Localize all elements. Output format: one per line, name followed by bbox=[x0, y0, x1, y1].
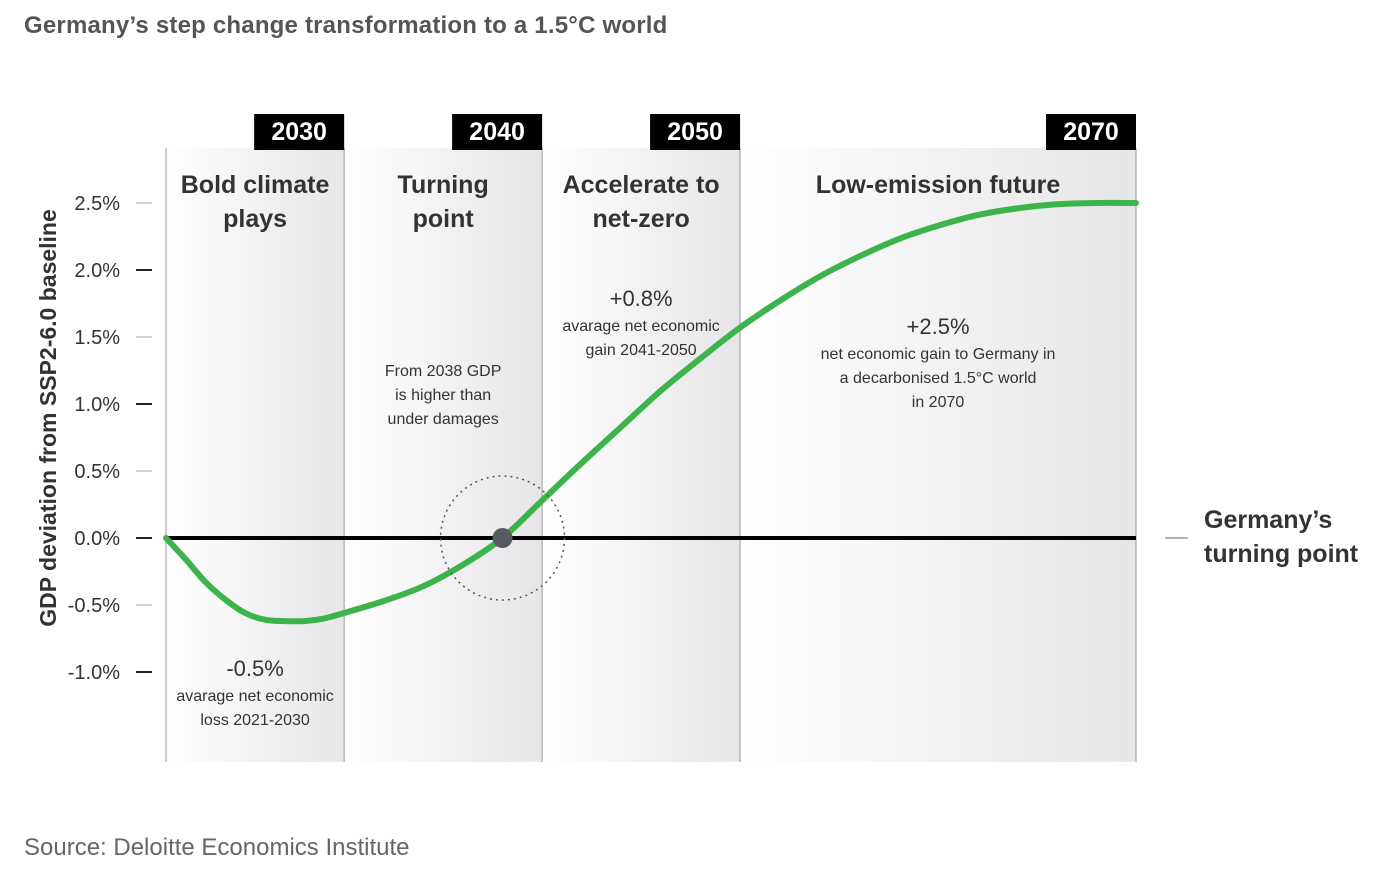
year-tag-label: 2070 bbox=[1063, 118, 1119, 146]
annotation-value: -0.5% bbox=[226, 656, 283, 681]
year-tag-box bbox=[1046, 114, 1136, 150]
section-panel bbox=[740, 148, 1136, 762]
y-tick-label: 1.0% bbox=[74, 394, 120, 416]
annotation-text: avarage net economic bbox=[562, 318, 719, 335]
y-tick-label: -1.0% bbox=[68, 662, 120, 684]
turning-point-label: Germany’s bbox=[1204, 506, 1332, 534]
y-tick-label: -0.5% bbox=[68, 595, 120, 617]
annotation-text: From 2038 GDP bbox=[385, 363, 501, 380]
year-tag-box bbox=[452, 114, 543, 150]
source-note: Source: Deloitte Economics Institute bbox=[24, 834, 410, 861]
turning-point-dot bbox=[492, 528, 513, 548]
annotation-text: net economic gain to Germany in bbox=[821, 346, 1056, 363]
annotation-text: avarage net economic bbox=[176, 688, 333, 705]
section-title: plays bbox=[223, 205, 287, 233]
annotation-text: is higher than bbox=[395, 387, 491, 404]
y-axis-label: GDP deviation from SSP2-6.0 baseline bbox=[35, 209, 61, 627]
annotation-text: loss 2021-2030 bbox=[200, 712, 310, 729]
gdp-deviation-line bbox=[163, 199, 1139, 625]
section-title: Low-emission future bbox=[816, 171, 1061, 199]
annotation-text: a decarbonised 1.5°C world bbox=[840, 370, 1037, 387]
annotation-text: in 2070 bbox=[912, 394, 965, 411]
annotation-text: under damages bbox=[388, 411, 499, 428]
y-tick-label: 2.5% bbox=[74, 193, 120, 215]
section-panel bbox=[542, 148, 741, 762]
annotation-value: +2.5% bbox=[907, 314, 970, 339]
year-tag-label: 2050 bbox=[667, 118, 723, 146]
year-tag-label: 2030 bbox=[271, 118, 327, 146]
y-tick-label: 0.0% bbox=[74, 528, 120, 550]
section-panel bbox=[344, 148, 543, 762]
section-panel bbox=[166, 148, 345, 762]
section-title: Bold climate bbox=[181, 171, 330, 199]
section-title: net-zero bbox=[592, 205, 689, 233]
y-tick-label: 2.0% bbox=[74, 260, 120, 282]
turning-point-label: turning point bbox=[1204, 540, 1359, 568]
section-title: point bbox=[413, 205, 475, 233]
chart-title: Germany’s step change transformation to … bbox=[24, 12, 668, 39]
y-tick-label: 0.5% bbox=[74, 461, 120, 483]
section-title: Turning bbox=[398, 171, 489, 199]
year-tag-box bbox=[254, 114, 345, 150]
y-tick-label: 1.5% bbox=[74, 327, 120, 349]
section-title: Accelerate to bbox=[563, 171, 720, 199]
year-tag-box bbox=[650, 114, 741, 150]
year-tag-label: 2040 bbox=[469, 118, 525, 146]
turning-point-ring bbox=[439, 475, 566, 601]
annotation-value: +0.8% bbox=[610, 286, 673, 311]
annotation-text: gain 2041-2050 bbox=[585, 342, 696, 359]
